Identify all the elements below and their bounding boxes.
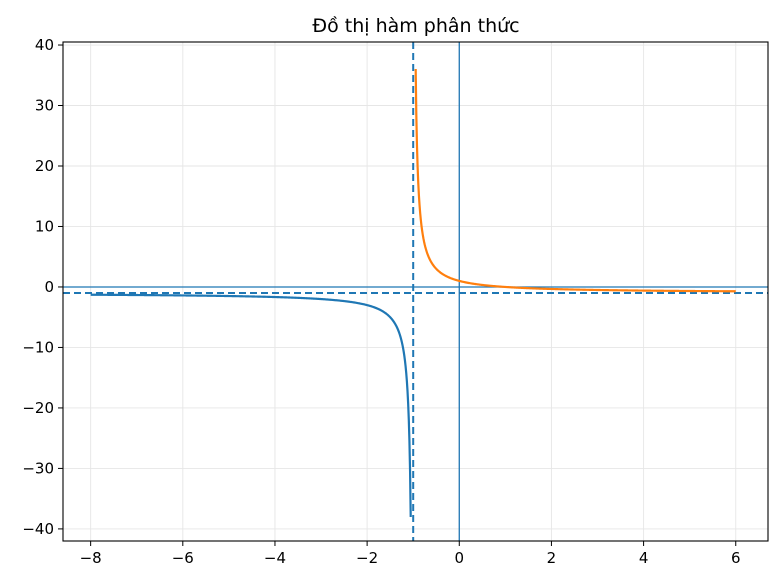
x-tick-label: −4 [264, 549, 286, 567]
reference-lines [63, 42, 768, 541]
x-tick-label: 2 [547, 549, 557, 567]
y-tick-label: 10 [35, 217, 54, 235]
y-tick-label: 20 [35, 157, 54, 175]
x-tick-label: 4 [639, 549, 649, 567]
series-line-2 [414, 68, 737, 293]
y-tick-label: −10 [22, 338, 54, 356]
y-tick-label: 0 [44, 278, 54, 296]
x-tick-label: 6 [731, 549, 741, 567]
y-axis-ticks: −40 −30 −20 −10 0 10 20 30 40 [22, 36, 63, 538]
y-tick-label: −20 [22, 399, 54, 417]
x-tick-label: −8 [80, 549, 102, 567]
y-tick-label: 40 [35, 36, 54, 54]
series-lines [90, 68, 737, 518]
x-tick-label: −6 [172, 549, 194, 567]
chart-title: Đồ thị hàm phân thức [312, 15, 519, 37]
y-tick-label: 30 [35, 97, 54, 115]
x-tick-label: 0 [455, 549, 465, 567]
y-tick-label: −40 [22, 520, 54, 538]
plot-frame [62, 41, 769, 542]
y-tick-label: −30 [22, 459, 54, 477]
x-axis-ticks: −8 −6 −4 −2 0 2 4 6 [80, 541, 741, 567]
series-line-1 [90, 293, 412, 518]
x-tick-label: −2 [356, 549, 378, 567]
